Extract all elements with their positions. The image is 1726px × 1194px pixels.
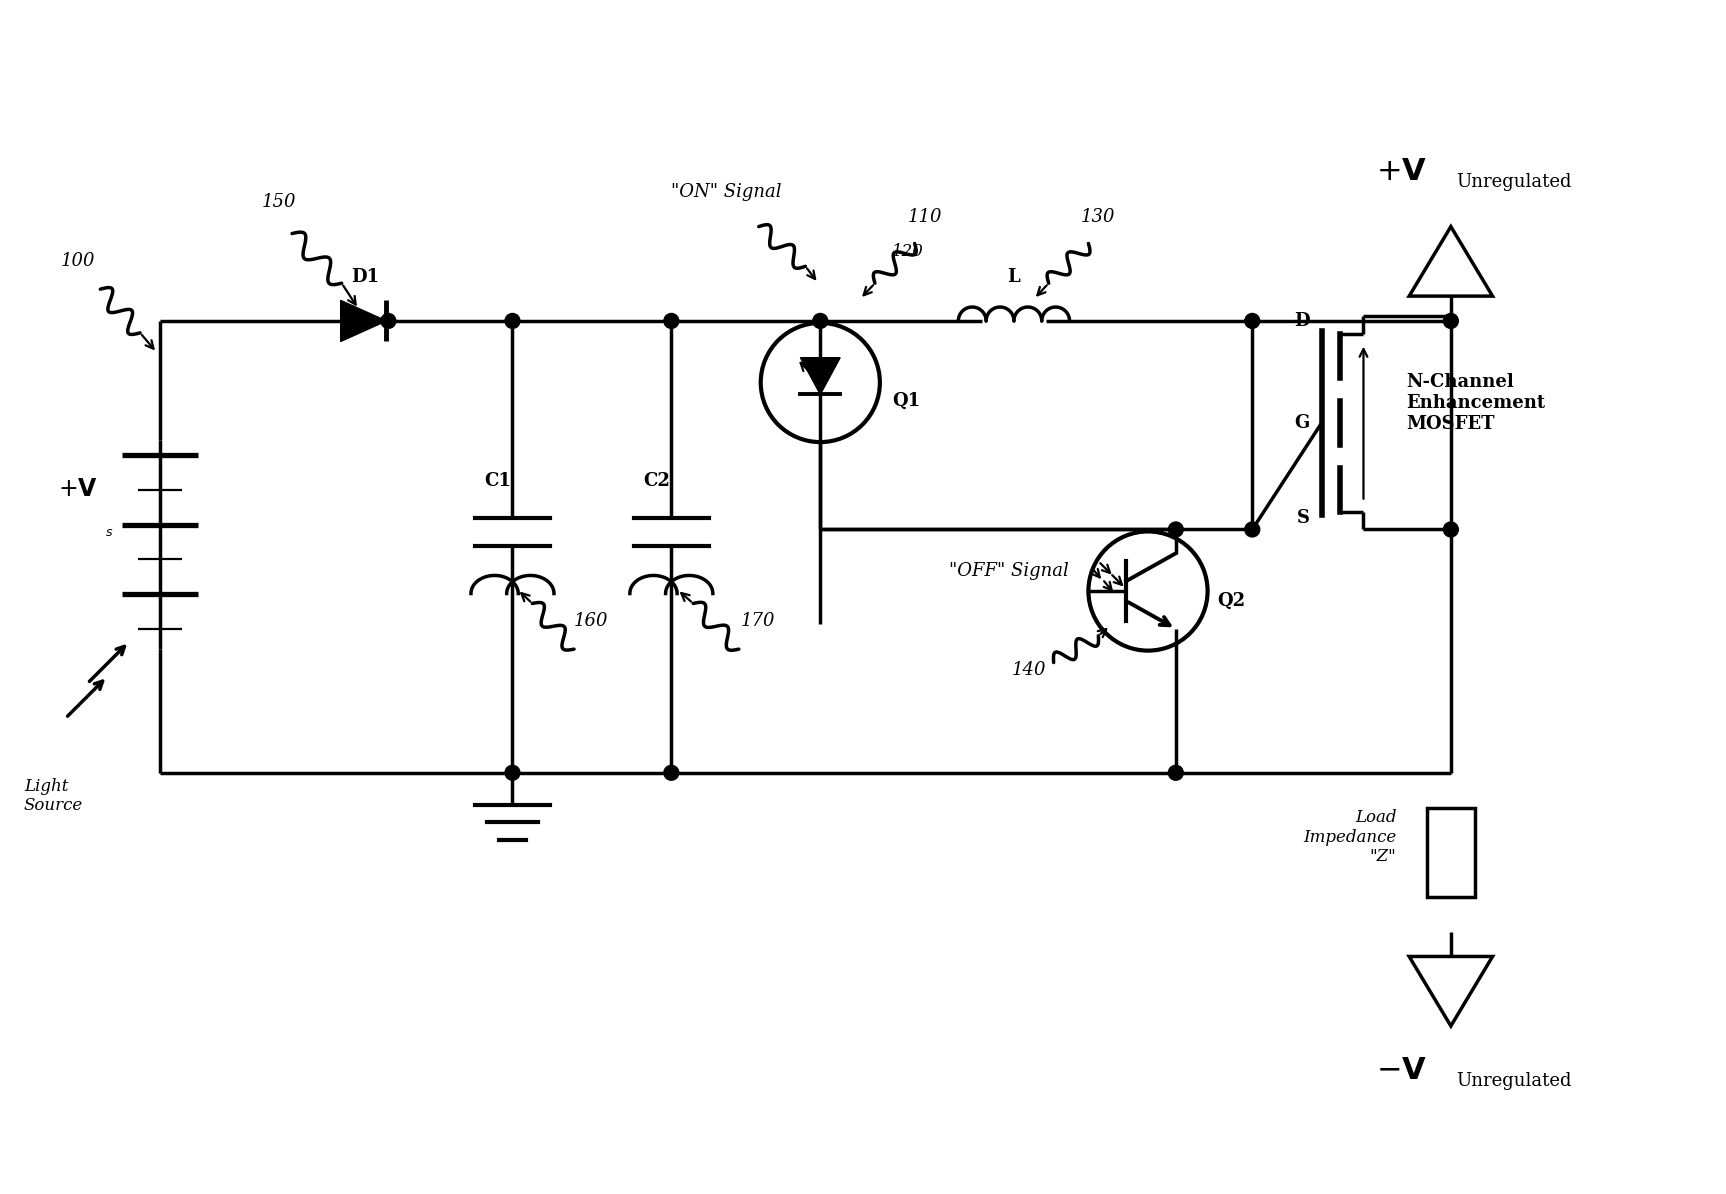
Text: S: S	[1296, 509, 1310, 527]
Text: 100: 100	[60, 252, 95, 270]
Circle shape	[506, 765, 520, 780]
Text: $-\mathbf{V}$: $-\mathbf{V}$	[1376, 1055, 1427, 1087]
Text: $+\mathbf{V}$: $+\mathbf{V}$	[1376, 156, 1427, 187]
Circle shape	[1443, 314, 1458, 328]
Text: L: L	[1008, 269, 1020, 287]
Text: D: D	[1294, 312, 1310, 330]
Circle shape	[1244, 314, 1260, 328]
Polygon shape	[340, 301, 387, 341]
Circle shape	[665, 765, 678, 780]
Text: $_s$: $_s$	[105, 521, 114, 538]
Text: 110: 110	[908, 208, 942, 226]
Circle shape	[1169, 765, 1184, 780]
Text: Unregulated: Unregulated	[1455, 1071, 1571, 1090]
Text: C1: C1	[483, 473, 511, 491]
Text: Q2: Q2	[1217, 592, 1246, 610]
Text: 120: 120	[892, 244, 923, 260]
Text: Q1: Q1	[892, 392, 920, 410]
Text: "OFF" Signal: "OFF" Signal	[949, 562, 1068, 580]
Bar	[1427, 807, 1474, 897]
Text: D1: D1	[352, 269, 380, 287]
Polygon shape	[801, 358, 841, 394]
Text: 150: 150	[262, 192, 297, 211]
Text: Light
Source: Light Source	[24, 777, 83, 814]
Text: G: G	[1294, 414, 1310, 432]
Text: Load
Impedance
"Z": Load Impedance "Z"	[1303, 810, 1396, 866]
Circle shape	[1244, 522, 1260, 537]
Circle shape	[665, 314, 678, 328]
Text: "ON" Signal: "ON" Signal	[671, 183, 782, 201]
Circle shape	[1443, 522, 1458, 537]
Text: 140: 140	[1011, 661, 1046, 679]
Text: 170: 170	[740, 613, 775, 630]
Text: N-Channel
Enhancement
MOSFET: N-Channel Enhancement MOSFET	[1407, 373, 1545, 432]
Text: $+\mathbf{V}$: $+\mathbf{V}$	[57, 479, 98, 501]
Circle shape	[381, 314, 395, 328]
Circle shape	[506, 314, 520, 328]
Polygon shape	[1408, 227, 1493, 296]
Text: 130: 130	[1080, 208, 1115, 226]
Text: C2: C2	[644, 473, 670, 491]
Circle shape	[1169, 522, 1184, 537]
Text: 160: 160	[575, 613, 609, 630]
Text: Unregulated: Unregulated	[1455, 173, 1571, 191]
Circle shape	[813, 314, 828, 328]
Polygon shape	[1408, 956, 1493, 1026]
